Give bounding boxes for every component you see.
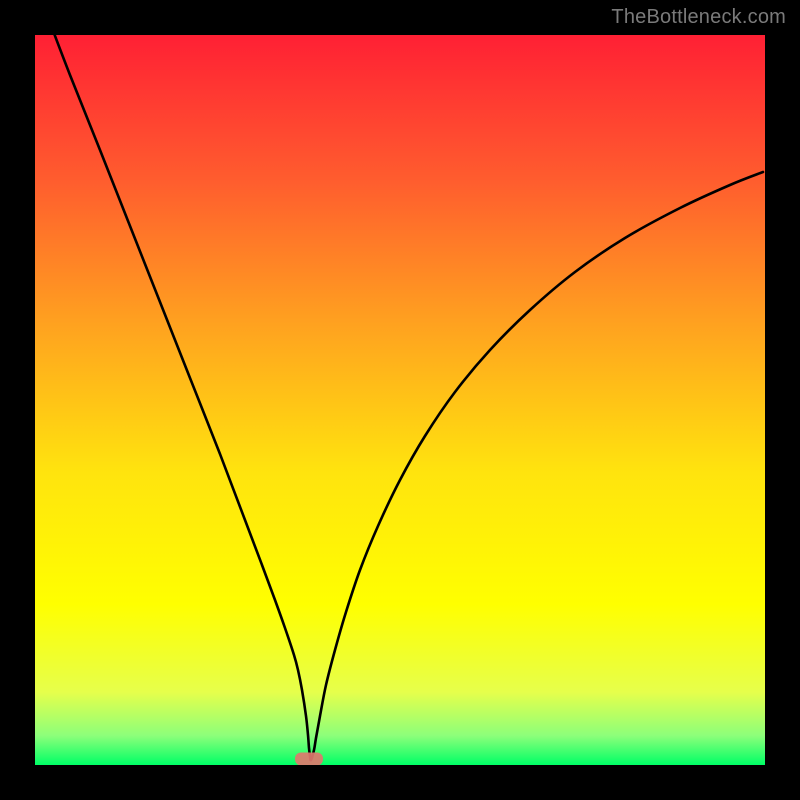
chart-svg bbox=[0, 0, 800, 800]
optimal-point-marker bbox=[295, 753, 323, 766]
watermark-text: TheBottleneck.com bbox=[611, 6, 786, 29]
bottleneck-chart bbox=[0, 0, 800, 800]
chart-gradient-background bbox=[35, 35, 765, 765]
